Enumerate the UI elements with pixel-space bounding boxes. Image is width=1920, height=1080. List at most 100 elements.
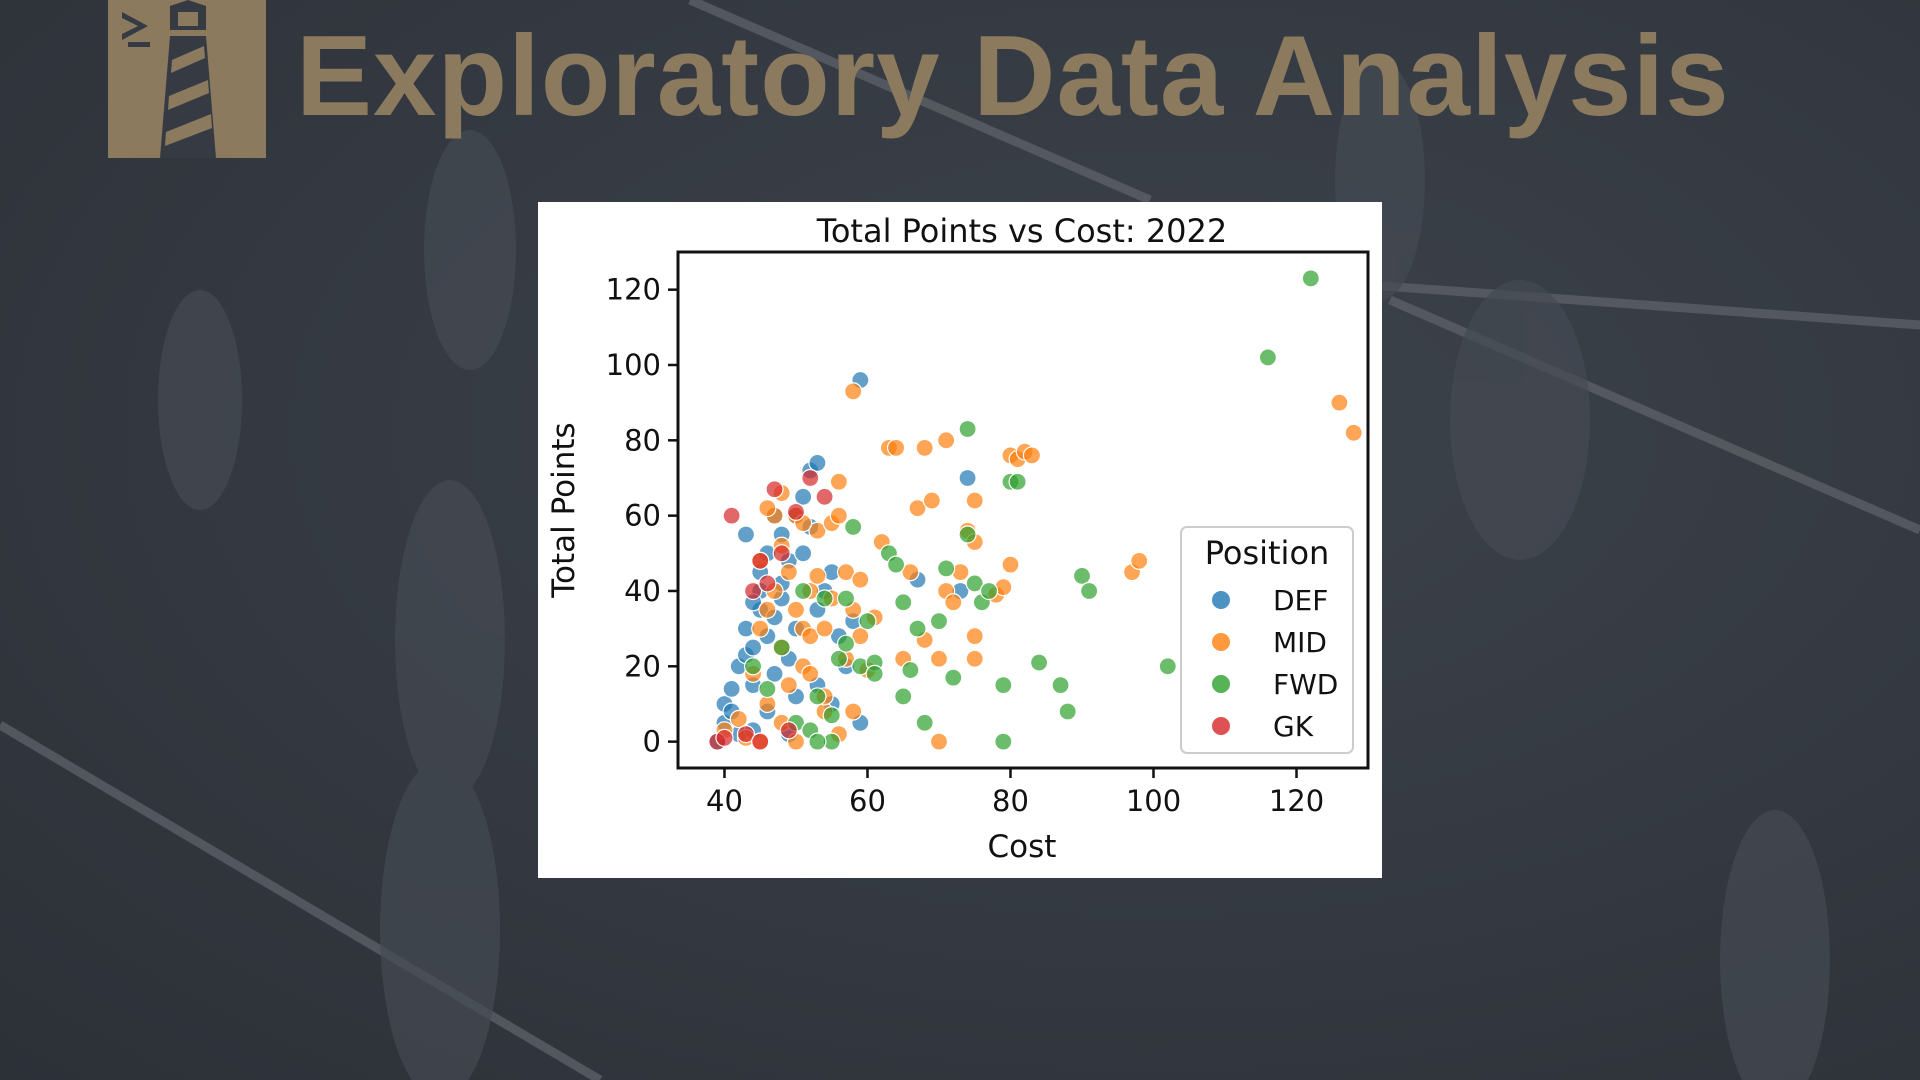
- point-mid: [851, 627, 870, 646]
- legend-label-fwd: FWD: [1273, 668, 1338, 701]
- point-gk: [736, 725, 756, 744]
- chart-panel: Total Points vs Cost: 2022 40 60 80 100 120 0…: [538, 202, 1382, 878]
- point-mid: [829, 506, 848, 525]
- point-fwd: [836, 589, 856, 608]
- point-fwd: [1058, 702, 1077, 721]
- point-fwd: [965, 574, 984, 593]
- point-fwd: [886, 555, 906, 574]
- y-axis-label: Total Points: [546, 422, 582, 598]
- point-fwd: [901, 660, 920, 680]
- point-mid: [779, 676, 798, 695]
- point-gk: [722, 506, 741, 525]
- point-mid: [1001, 555, 1020, 574]
- x-tick-label: 120: [1269, 784, 1324, 818]
- point-fwd: [1258, 348, 1277, 367]
- point-fwd: [794, 581, 813, 601]
- point-fwd: [1158, 657, 1177, 676]
- y-tick-label: 40: [624, 574, 661, 608]
- point-def: [958, 468, 977, 488]
- point-fwd: [1072, 566, 1092, 586]
- x-tick-label: 100: [1126, 784, 1181, 818]
- point-def: [794, 487, 813, 506]
- legend-box: [1180, 526, 1354, 754]
- axes-layer: 40 60 80 100 120 0 20 40 60 80 100 120: [606, 273, 1325, 818]
- point-fwd: [937, 559, 956, 578]
- point-fwd: [1008, 472, 1027, 491]
- point-gk: [743, 581, 763, 601]
- point-def: [743, 638, 763, 657]
- legend-marker-gk: [1211, 716, 1231, 736]
- x-tick-label: 80: [992, 784, 1029, 818]
- point-mid: [915, 438, 934, 457]
- point-fwd: [915, 713, 934, 732]
- legend: Position DEF MID FWD GK: [1180, 526, 1354, 754]
- point-fwd: [743, 657, 763, 676]
- point-fwd: [994, 732, 1013, 751]
- y-tick-label: 120: [606, 273, 661, 307]
- point-def: [722, 679, 741, 699]
- y-tick-label: 100: [606, 348, 661, 382]
- point-gk: [801, 468, 820, 488]
- point-def: [808, 453, 827, 473]
- point-fwd: [844, 517, 863, 537]
- y-tick-label: 0: [643, 725, 661, 759]
- point-def: [765, 664, 784, 683]
- x-tick-label: 60: [849, 784, 886, 818]
- plot-frame: [676, 250, 1370, 770]
- point-mid: [815, 619, 834, 638]
- point-gk: [786, 502, 806, 521]
- point-mid: [836, 563, 856, 582]
- point-mid: [929, 649, 949, 668]
- point-fwd: [858, 612, 877, 631]
- point-mid: [801, 664, 820, 683]
- legend-label-mid: MID: [1273, 626, 1327, 659]
- legend-label-gk: GK: [1273, 710, 1314, 743]
- point-fwd: [772, 638, 791, 657]
- point-fwd: [815, 589, 834, 608]
- point-mid: [908, 499, 927, 518]
- point-fwd: [944, 668, 963, 687]
- legend-marker-fwd: [1211, 674, 1231, 694]
- legend-marker-mid: [1211, 632, 1231, 652]
- point-mid: [965, 627, 984, 646]
- point-fwd: [958, 419, 977, 439]
- point-mid: [944, 593, 963, 612]
- point-fwd: [829, 649, 848, 668]
- point-gk: [758, 574, 777, 593]
- point-fwd: [994, 676, 1013, 695]
- point-mid: [758, 694, 777, 714]
- lighthouse-icon: [108, 0, 266, 158]
- point-mid: [922, 491, 941, 510]
- point-mid: [751, 619, 770, 638]
- point-def: [794, 544, 813, 563]
- point-fwd: [908, 619, 927, 638]
- scatter-chart: Total Points vs Cost: 2022 40 60 80 100 120 0…: [546, 212, 1370, 865]
- point-fwd: [1029, 653, 1049, 672]
- point-fwd: [758, 679, 777, 699]
- point-fwd: [865, 664, 884, 683]
- y-tick-label: 60: [624, 499, 661, 533]
- legend-items: DEF MID FWD GK: [1211, 584, 1338, 743]
- point-mid: [801, 627, 820, 646]
- legend-label-def: DEF: [1273, 584, 1328, 617]
- point-fwd: [958, 525, 977, 544]
- point-fwd: [979, 581, 999, 601]
- point-fwd: [822, 706, 841, 725]
- y-tick-label: 80: [624, 423, 661, 457]
- point-mid: [929, 732, 949, 751]
- point-mid: [844, 702, 863, 721]
- point-mid: [1022, 446, 1042, 465]
- point-fwd: [929, 612, 949, 631]
- point-gk: [772, 544, 791, 563]
- point-mid: [758, 499, 777, 518]
- point-gk: [715, 728, 734, 747]
- point-mid: [829, 472, 848, 491]
- point-fwd: [808, 732, 827, 751]
- point-fwd: [808, 687, 827, 706]
- point-mid: [729, 709, 748, 729]
- point-mid: [758, 600, 777, 619]
- point-mid: [901, 563, 920, 582]
- legend-marker-def: [1211, 590, 1231, 610]
- point-gk: [765, 480, 784, 499]
- point-fwd: [1051, 676, 1070, 695]
